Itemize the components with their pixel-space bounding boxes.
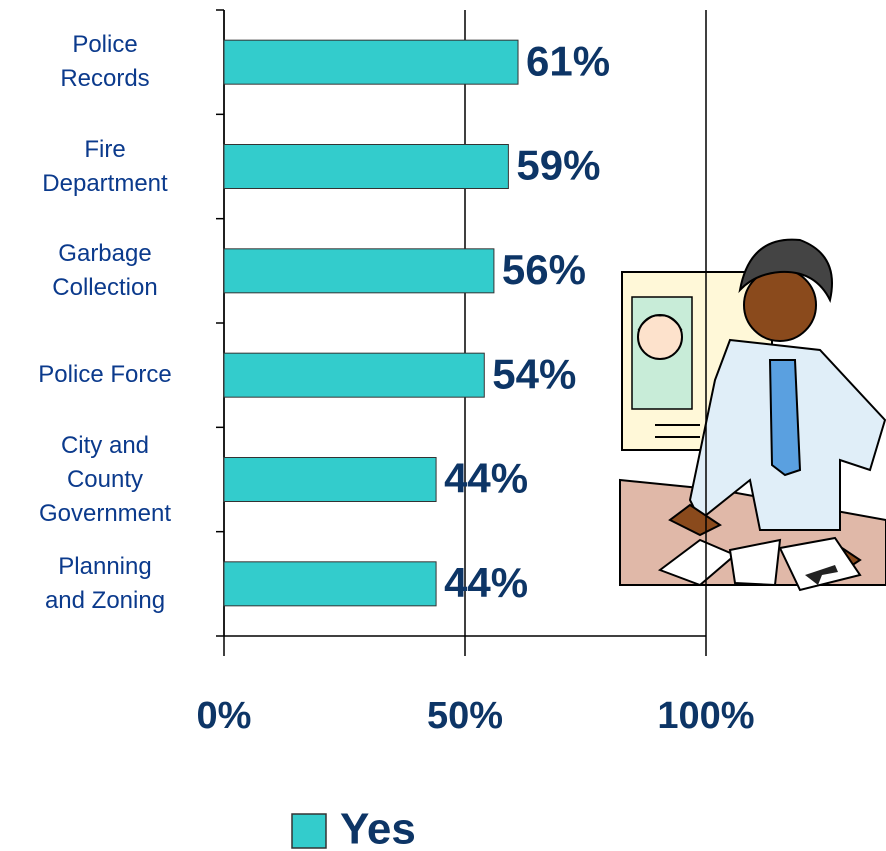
x-tick-label: 100% [657,695,754,737]
y-tick-label: City and County Government [38,431,172,527]
value-label: 44% [444,455,528,502]
legend-swatch [291,813,327,849]
y-tick-label: Planning and Zoning [44,552,166,614]
x-tick-label: 50% [427,695,503,737]
y-tick-label: Police Force [38,361,172,389]
bar [223,561,437,607]
x-tick-label: 0% [197,695,252,737]
legend-label: Yes [340,805,416,851]
bar [223,144,509,189]
value-label: 54% [492,350,576,397]
bar [223,457,437,502]
y-tick-label: Police Records [60,31,150,93]
y-tick-label: Fire Department [42,135,168,197]
y-tick-label: Garbage Collection [52,239,158,301]
value-label: 56% [502,246,586,293]
bar [223,248,495,294]
value-label: 44% [444,559,528,606]
value-label: 61% [526,37,610,84]
value-label: 59% [516,142,600,189]
bar [223,352,485,398]
bar [223,39,519,85]
clipart [619,238,886,592]
plot: 0% 50% 100% 61% 59% 56% 54% 44% 44% [197,9,755,737]
